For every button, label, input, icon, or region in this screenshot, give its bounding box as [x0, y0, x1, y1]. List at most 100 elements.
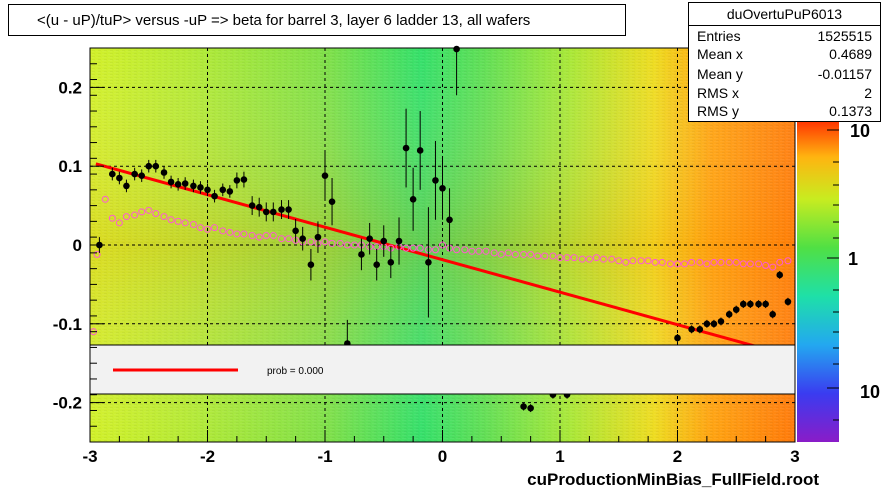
- profile-point: [416, 111, 424, 190]
- mean-point: [703, 260, 711, 268]
- mean-point: [122, 213, 130, 221]
- profile-marker: [387, 259, 395, 266]
- profile-point: [248, 196, 256, 216]
- profile-marker: [784, 298, 792, 306]
- profile-marker: [674, 334, 681, 342]
- stats-value: 0.4689: [829, 46, 872, 62]
- profile-marker: [358, 251, 365, 258]
- profile-marker: [123, 182, 130, 190]
- mean-point: [145, 206, 153, 214]
- profile-marker: [219, 186, 227, 194]
- legend-text: prob = 0.000: [267, 366, 324, 377]
- mean-point: [115, 219, 123, 227]
- mean-point: [167, 216, 175, 224]
- fit-line: [95, 162, 761, 349]
- profile-point: [762, 300, 769, 309]
- profile-point: [285, 200, 292, 219]
- profile-point: [145, 159, 153, 173]
- profile-point: [219, 183, 227, 197]
- mean-point: [240, 230, 248, 238]
- mean-point: [710, 258, 718, 266]
- profile-marker: [439, 184, 446, 192]
- mean-point: [189, 221, 197, 229]
- profile-marker: [446, 216, 453, 224]
- profile-marker: [453, 45, 460, 53]
- stats-key: Mean y: [697, 66, 743, 82]
- mean-markers: [90, 195, 792, 336]
- profile-marker: [262, 208, 270, 216]
- mean-point: [278, 235, 286, 243]
- mean-point: [285, 235, 293, 243]
- profile-marker: [328, 198, 336, 205]
- mean-point: [328, 239, 336, 247]
- profile-point: [109, 167, 116, 181]
- profile-point: [409, 167, 417, 231]
- colorbar-label-mid: 1: [848, 249, 858, 269]
- profile-marker: [527, 404, 534, 412]
- mean-point: [592, 254, 600, 262]
- profile-point: [373, 248, 381, 281]
- mean-point: [674, 260, 681, 268]
- y-tick-label: 0.2: [58, 78, 82, 97]
- y-tick-label: 0: [73, 236, 82, 255]
- footer-filename: cuProductionMinBias_FullField.root: [527, 470, 819, 489]
- mean-point: [776, 258, 784, 266]
- stats-value: 0.1373: [829, 103, 872, 119]
- profile-point: [674, 334, 681, 342]
- mean-point: [204, 225, 211, 233]
- profile-marker: [425, 259, 432, 266]
- profile-marker: [402, 144, 410, 152]
- profile-point: [740, 300, 747, 309]
- profile-marker: [160, 169, 168, 176]
- profile-marker: [732, 306, 740, 313]
- profile-point: [446, 188, 453, 252]
- profile-point: [703, 319, 711, 328]
- stats-key: Mean x: [697, 46, 743, 62]
- mean-point: [307, 238, 315, 246]
- profile-marker: [366, 235, 373, 242]
- mean-point: [439, 241, 446, 249]
- profile-marker: [131, 170, 138, 178]
- profile-marker: [145, 162, 153, 170]
- mean-point: [490, 249, 498, 257]
- profile-point: [299, 226, 306, 251]
- mean-point: [219, 227, 227, 235]
- profile-point: [226, 185, 234, 198]
- profile-point: [688, 325, 695, 334]
- mean-point: [248, 232, 256, 240]
- mean-point: [520, 250, 528, 258]
- mean-point: [138, 208, 146, 216]
- profile-marker: [181, 180, 189, 187]
- stats-row: RMS y 0.1373: [697, 103, 872, 123]
- profile-marker: [703, 320, 711, 328]
- mean-point: [570, 254, 578, 262]
- profile-marker: [226, 188, 234, 195]
- mean-point: [226, 228, 234, 236]
- mean-point: [666, 260, 674, 268]
- mean-point: [629, 257, 637, 265]
- mean-point: [563, 254, 571, 262]
- mean-point: [255, 233, 263, 241]
- profile-point: [527, 404, 534, 413]
- mean-point: [578, 255, 586, 263]
- profile-point: [174, 178, 182, 191]
- profile-marker: [409, 195, 417, 203]
- profile-point: [116, 171, 123, 185]
- mean-point: [504, 249, 512, 257]
- mean-point: [336, 239, 344, 247]
- stats-row: Mean x 0.4689: [697, 46, 872, 66]
- mean-point: [211, 224, 219, 232]
- profile-marker: [755, 300, 762, 308]
- profile-marker: [240, 176, 248, 183]
- profile-point: [321, 152, 329, 200]
- profile-point: [292, 218, 299, 243]
- x-tick-label: -1: [317, 447, 332, 466]
- profile-point: [755, 300, 762, 309]
- mean-point: [769, 263, 777, 271]
- profile-point: [314, 221, 322, 253]
- mean-point: [416, 244, 424, 252]
- profile-marker: [307, 261, 315, 269]
- mean-point: [534, 252, 542, 260]
- colorbar-label-bottom: 10: [860, 382, 880, 402]
- x-axis-ticks: -3 -2 -1 0 1 2 3: [82, 430, 800, 466]
